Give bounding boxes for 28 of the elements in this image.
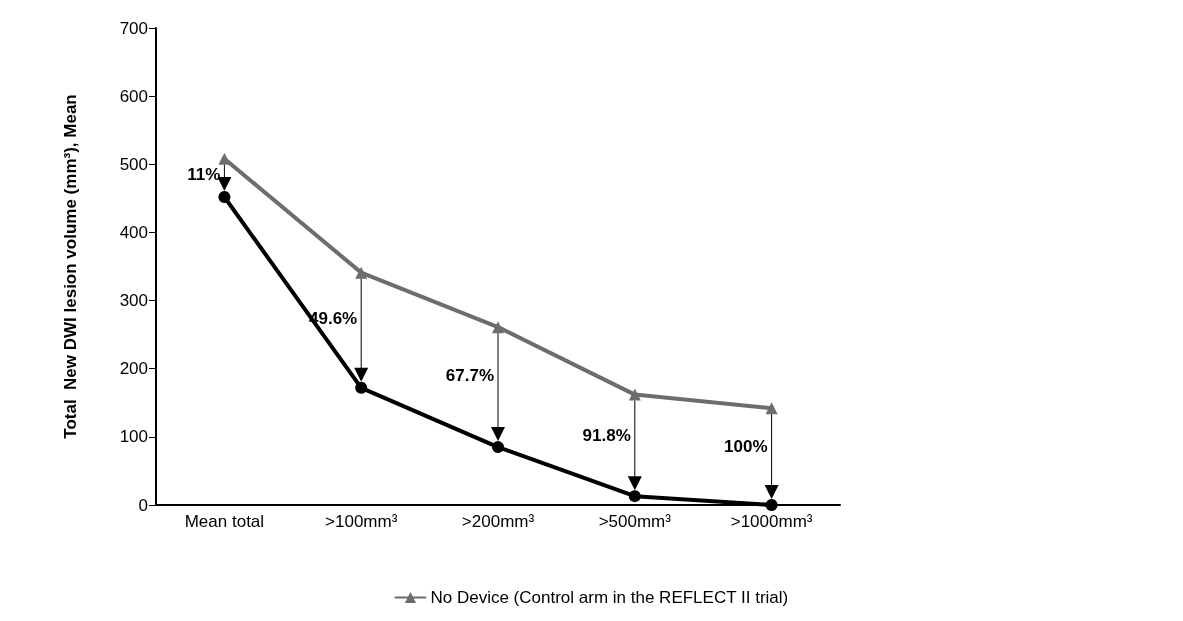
annotation: 67.7% <box>445 365 494 385</box>
y-tick-label: 500 <box>119 154 148 174</box>
point <box>765 402 778 415</box>
point <box>355 266 368 279</box>
point <box>218 191 231 203</box>
point <box>628 490 641 503</box>
annotation: 100% <box>724 437 768 457</box>
y-tick-label: 700 <box>119 18 148 38</box>
x-tick-label: >100mm³ <box>325 512 398 531</box>
x-tick-label: Mean total <box>184 512 265 531</box>
x-tick-label: >1000mm³ <box>730 512 813 531</box>
y-tick-label: 0 <box>138 495 148 515</box>
y-tick-label: 200 <box>119 359 148 379</box>
x-tick-label: >200mm³ <box>461 512 535 531</box>
x-tick-label: >500mm³ <box>598 512 672 531</box>
y-tick-label: 100 <box>119 427 148 447</box>
point <box>492 441 504 454</box>
point <box>628 388 641 401</box>
point <box>765 499 778 511</box>
annotation: 91.8% <box>582 425 631 445</box>
y-tick-label: 300 <box>119 291 148 311</box>
y-tick-label: 400 <box>119 222 148 242</box>
legend-label: No Device (Control arm in the REFLECT II trial) <box>430 588 789 607</box>
annotation: 11% <box>187 164 221 184</box>
y-axis-title: Total New DWI lesion volume (mm³), Mean <box>60 94 80 439</box>
y-tick-label: 600 <box>119 86 148 106</box>
point <box>492 321 504 334</box>
point <box>355 381 368 394</box>
